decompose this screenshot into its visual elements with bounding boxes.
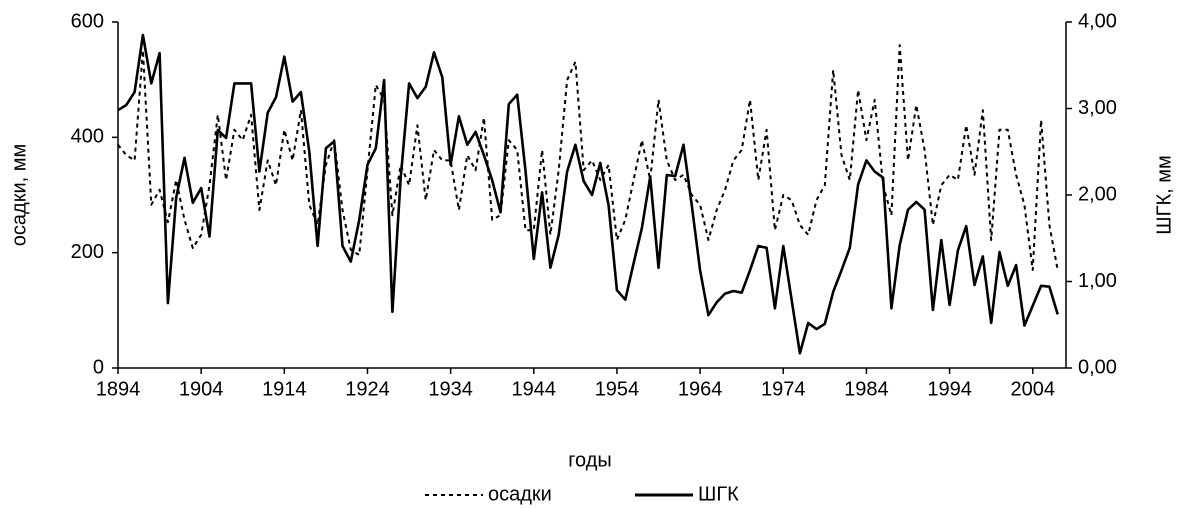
x-tick-label: 1924: [345, 378, 390, 400]
legend-label: осадки: [488, 483, 552, 505]
series-line: [117, 44, 1059, 271]
legend-label: ШГК: [698, 483, 739, 505]
x-tick-label: 1904: [179, 378, 224, 400]
x-tick-label: 1894: [96, 378, 141, 400]
y-tick-label: 0: [93, 356, 104, 378]
y2-tick-label: 4,00: [1078, 10, 1117, 32]
x-tick-label: 1914: [262, 378, 307, 400]
x-axis-label: годы: [568, 449, 612, 471]
y2-tick-label: 0,00: [1078, 356, 1117, 378]
y-axis-label: осадки, мм: [8, 144, 30, 246]
y2-tick-label: 3,00: [1078, 97, 1117, 119]
x-tick-label: 1944: [512, 378, 557, 400]
y2-tick-label: 2,00: [1078, 183, 1117, 205]
x-tick-label: 1954: [595, 378, 640, 400]
x-tick-label: 1974: [761, 378, 806, 400]
y2-axis-label: ШГК, мм: [1153, 155, 1175, 234]
y-tick-label: 200: [71, 241, 104, 263]
x-tick-label: 1964: [678, 378, 723, 400]
series-line: [117, 33, 1059, 355]
x-tick-label: 1984: [844, 378, 889, 400]
y2-tick-label: 1,00: [1078, 270, 1117, 292]
x-tick-label: 2004: [1010, 378, 1055, 400]
x-tick-label: 1934: [428, 378, 473, 400]
y-tick-label: 400: [71, 126, 104, 148]
y-tick-label: 600: [71, 10, 104, 32]
x-tick-label: 1994: [927, 378, 972, 400]
